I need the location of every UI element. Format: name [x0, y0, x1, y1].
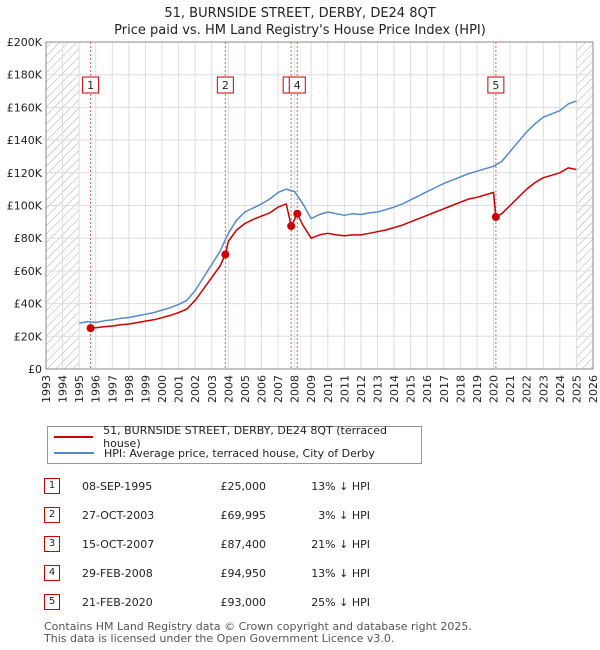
table-row: 3 15-OCT-2007 £87,400 21% ↓ HPI [0, 536, 600, 554]
sale-point [86, 324, 95, 333]
x-tick-label: 1995 [73, 375, 86, 403]
x-tick-label: 2019 [471, 375, 484, 403]
plot-frame [45, 41, 594, 370]
sale-date: 15-OCT-2007 [82, 538, 155, 551]
sale-number-label: 1 [87, 79, 94, 92]
y-tick-label: £180K [7, 69, 43, 82]
sale-point [491, 212, 500, 221]
x-tick-label: 2023 [537, 375, 550, 403]
y-tick-label: £0 [28, 363, 42, 376]
x-tick-label: 2000 [156, 375, 169, 403]
sale-number-box [288, 76, 306, 94]
y-tick-label: £200K [7, 36, 43, 49]
sale-number-label: 2 [222, 79, 229, 92]
y-tick-label: £140K [7, 134, 43, 147]
x-tick-label: 2001 [173, 375, 186, 403]
sale-hpi-diff: 3% ↓ HPI [318, 509, 370, 522]
footer-copyright: Contains HM Land Registry data © Crown c… [44, 620, 472, 633]
sale-hpi-diff: 13% ↓ HPI [311, 567, 370, 580]
x-tick-label: 2012 [355, 375, 368, 403]
legend-item-property: 51, BURNSIDE STREET, DERBY, DE24 8QT (te… [54, 424, 421, 450]
sale-date: 21-FEB-2020 [82, 596, 153, 609]
table-row: 1 08-SEP-1995 £25,000 13% ↓ HPI [0, 478, 600, 496]
sale-number-box [487, 76, 505, 94]
x-tick-label: 2009 [305, 375, 318, 403]
x-tick-label: 2008 [289, 375, 302, 403]
chart-legend: 51, BURNSIDE STREET, DERBY, DE24 8QT (te… [47, 424, 422, 464]
x-tick-label: 2018 [454, 375, 467, 403]
x-tick-label: 2004 [222, 375, 235, 403]
x-tick-label: 1997 [106, 375, 119, 403]
sale-hpi-diff: 25% ↓ HPI [311, 596, 370, 609]
sale-number-label: 5 [492, 79, 499, 92]
table-row: 5 21-FEB-2020 £93,000 25% ↓ HPI [0, 594, 600, 612]
sale-price: £87,400 [220, 538, 267, 551]
sale-badge: 3 [44, 536, 60, 552]
sale-badge: 2 [44, 507, 60, 523]
x-tick-label: 1999 [139, 375, 152, 403]
sale-price: £69,995 [220, 509, 267, 522]
x-tick-label: 2002 [189, 375, 202, 403]
table-row: 2 27-OCT-2003 £69,995 3% ↓ HPI [0, 507, 600, 525]
y-tick-label: £100K [7, 200, 43, 213]
property-series-line [90, 167, 577, 329]
x-tick-label: 1993 [40, 375, 53, 403]
x-tick-label: 2015 [405, 375, 418, 403]
x-tick-label: 2020 [488, 375, 501, 403]
sale-date: 29-FEB-2008 [82, 567, 153, 580]
x-tick-label: 1994 [57, 375, 70, 403]
y-tick-label: £60K [14, 265, 43, 278]
y-tick-label: £160K [7, 101, 43, 114]
y-tick-label: £40K [14, 298, 43, 311]
hpi-series-line [79, 100, 577, 324]
sale-badge: 4 [44, 565, 60, 581]
sale-date: 08-SEP-1995 [82, 480, 153, 493]
sale-point [287, 222, 296, 231]
sale-badge: 1 [44, 478, 60, 494]
x-tick-label: 2026 [587, 375, 600, 403]
x-tick-label: 2007 [272, 375, 285, 403]
chart-subtitle: Price paid vs. HM Land Registry's House … [114, 23, 486, 38]
x-tick-label: 2011 [338, 375, 351, 403]
sale-price: £93,000 [220, 596, 267, 609]
y-tick-label: £120K [7, 167, 43, 180]
y-tick-label: £80K [14, 232, 43, 245]
sale-price: £25,000 [220, 480, 267, 493]
sale-number-label: 4 [294, 79, 301, 92]
x-tick-label: 2010 [322, 375, 335, 403]
price-chart: 12345 £0£20K£40K£60K£80K£100K£120K£140K£… [7, 36, 600, 403]
legend-item-hpi: HPI: Average price, terraced house, City… [54, 445, 375, 461]
sale-price: £94,950 [220, 567, 267, 580]
sale-badge: 5 [44, 594, 60, 610]
sale-hpi-diff: 21% ↓ HPI [311, 538, 370, 551]
x-tick-label: 1998 [123, 375, 136, 403]
x-tick-label: 2017 [438, 375, 451, 403]
sale-number-box [82, 76, 100, 94]
legend-label-property: 51, BURNSIDE STREET, DERBY, DE24 8QT (te… [103, 424, 387, 450]
legend-swatch-property [54, 436, 94, 438]
chart-title: 51, BURNSIDE STREET, DERBY, DE24 8QT [164, 6, 436, 21]
footer-licence: This data is licensed under the Open Gov… [44, 632, 395, 645]
x-tick-label: 2013 [372, 375, 385, 403]
x-tick-label: 2006 [255, 375, 268, 403]
sale-point [293, 209, 302, 218]
table-row: 4 29-FEB-2008 £94,950 13% ↓ HPI [0, 565, 600, 583]
y-tick-label: £20K [14, 330, 43, 343]
x-tick-label: 2014 [388, 375, 401, 403]
sale-point [221, 250, 230, 259]
x-tick-label: 2003 [206, 375, 219, 403]
x-tick-label: 2005 [239, 375, 252, 403]
sale-hpi-diff: 13% ↓ HPI [311, 480, 370, 493]
x-tick-label: 2024 [554, 375, 567, 403]
sale-number-box [216, 76, 234, 94]
x-tick-label: 2025 [570, 375, 583, 403]
legend-swatch-hpi [54, 452, 94, 454]
sale-date: 27-OCT-2003 [82, 509, 155, 522]
legend-label-hpi: HPI: Average price, terraced house, City… [104, 446, 375, 460]
x-tick-label: 2021 [504, 375, 517, 403]
x-tick-label: 2022 [521, 375, 534, 403]
x-tick-label: 1996 [90, 375, 103, 403]
x-tick-label: 2016 [421, 375, 434, 403]
